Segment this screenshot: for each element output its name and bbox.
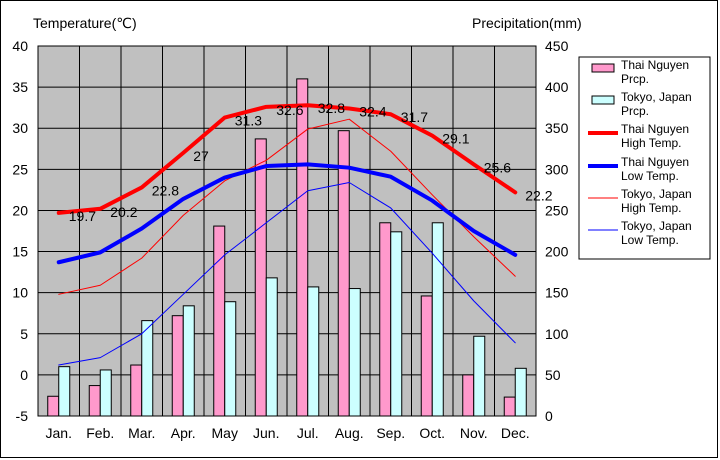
left-axis-ticks: -5 0 5 10 15 20 25 30 35 40 (12, 38, 28, 424)
x-tick-label: Apr. (171, 425, 196, 441)
precip-bar-tokyo (182, 305, 195, 417)
x-tick-label: Dec. (501, 425, 530, 441)
precip-bar-thai-nguyen (171, 315, 184, 417)
x-tick-label: Aug. (335, 425, 364, 441)
precip-bar-thai-nguyen (503, 396, 516, 417)
left-tick-label: 40 (12, 38, 28, 54)
left-tick-label: 10 (12, 285, 28, 301)
precip-bar-tokyo (224, 301, 237, 417)
high-temp-label: 32.8 (318, 100, 345, 116)
high-temp-label: 22.8 (152, 182, 179, 198)
high-temp-label: 22.2 (525, 187, 552, 203)
precip-bar-tokyo (99, 369, 112, 417)
x-tick-label: Mar. (128, 425, 155, 441)
precip-bar-tokyo (473, 335, 486, 417)
precip-bar-tokyo (514, 367, 527, 417)
legend-label-line2: Prcp. (621, 104, 649, 118)
precip-bar-thai-nguyen (130, 364, 143, 417)
precip-bar-thai-nguyen (88, 385, 101, 417)
legend-box (578, 56, 711, 260)
right-tick-label: 450 (545, 38, 569, 54)
precip-bar-tokyo (431, 222, 444, 417)
x-tick-label: Sep. (376, 425, 405, 441)
legend-label-line1: Tokyo, Japan (621, 187, 692, 201)
legend-label-line2: High Temp. (621, 201, 681, 215)
precip-bar-thai-nguyen (462, 374, 475, 417)
data-labels: 19.7 20.2 22.8 27 31.3 32.6 32.8 32.4 31.7 29.1 25… (69, 100, 553, 224)
x-tick-label: Jul. (297, 425, 319, 441)
high-temp-label: 32.6 (276, 102, 303, 118)
x-tick-label: Nov. (460, 425, 488, 441)
legend-label-line1: Thai Nguyen (621, 122, 689, 136)
legend-label-line1: Tokyo, Japan (621, 219, 692, 233)
high-temp-label: 32.4 (359, 103, 386, 119)
right-tick-label: 200 (545, 244, 569, 260)
precip-bar-tokyo (348, 288, 361, 417)
x-tick-label: Jan. (46, 425, 72, 441)
x-tick-label: Jun. (253, 425, 279, 441)
precip-bar-tokyo (307, 286, 320, 417)
left-tick-label: 5 (20, 326, 28, 342)
left-axis-title: Temperature(℃) (33, 15, 137, 31)
right-tick-label: 400 (545, 79, 569, 95)
precip-bar-tokyo (58, 366, 71, 417)
precip-bar-thai-nguyen (296, 78, 309, 417)
precip-bar-tokyo (141, 320, 154, 417)
precipitation-bars (47, 78, 527, 417)
precip-bar-thai-nguyen (337, 130, 350, 417)
legend-label-line2: Prcp. (621, 72, 649, 86)
legend-swatch (591, 63, 615, 73)
temp-line-4 (58, 118, 516, 295)
legend-label-line2: Low Temp. (621, 169, 679, 183)
high-temp-label: 20.2 (110, 204, 137, 220)
high-temp-label: 31.7 (401, 109, 428, 125)
x-tick-label: Oct. (419, 425, 445, 441)
high-temp-label: 31.3 (235, 113, 262, 129)
left-tick-label: -5 (16, 408, 29, 424)
left-tick-label: 0 (20, 367, 28, 383)
legend-label-line2: High Temp. (621, 136, 681, 150)
right-tick-label: 300 (545, 161, 569, 177)
right-tick-label: 250 (545, 202, 569, 218)
legend-swatch (591, 95, 615, 105)
high-temp-label: 27 (193, 148, 209, 164)
precip-bar-thai-nguyen (47, 395, 60, 417)
precip-bar-thai-nguyen (379, 222, 392, 417)
legend-label-line1: Thai Nguyen (621, 58, 689, 72)
x-tick-label: May (212, 425, 238, 441)
right-axis-ticks: 0 50 100 150 200 250 300 350 400 450 (545, 38, 569, 424)
right-tick-label: 50 (545, 367, 561, 383)
left-tick-label: 25 (12, 161, 28, 177)
precip-bar-tokyo (390, 231, 403, 417)
right-tick-label: 0 (545, 408, 553, 424)
precip-bar-thai-nguyen (254, 138, 267, 417)
right-axis-title: Precipitation(mm) (472, 15, 582, 31)
temp-line-2 (56, 103, 518, 215)
precip-bar-tokyo (265, 277, 278, 417)
left-tick-label: 30 (12, 120, 28, 136)
legend-label-line2: Low Temp. (621, 233, 679, 247)
right-tick-label: 100 (545, 326, 569, 342)
legend-label-line1: Tokyo, Japan (621, 90, 692, 104)
legend-label-line1: Thai Nguyen (621, 155, 689, 169)
temp-line-3 (56, 162, 518, 265)
temperature-lines (56, 103, 518, 366)
precip-bar-thai-nguyen (213, 225, 226, 417)
x-tick-label: Feb. (86, 425, 114, 441)
high-temp-label: 25.6 (484, 159, 511, 175)
high-temp-label: 29.1 (442, 131, 469, 147)
high-temp-label: 19.7 (69, 208, 96, 224)
temp-line-5 (58, 181, 516, 366)
right-tick-label: 350 (545, 120, 569, 136)
precip-bar-thai-nguyen (420, 295, 433, 417)
x-axis-ticks: Jan. Feb. Mar. Apr. May Jun. Jul. Aug. Sep. Oct. N… (46, 425, 530, 441)
left-tick-label: 35 (12, 79, 28, 95)
left-tick-label: 15 (12, 244, 28, 260)
left-tick-label: 20 (12, 202, 28, 218)
right-tick-label: 150 (545, 285, 569, 301)
